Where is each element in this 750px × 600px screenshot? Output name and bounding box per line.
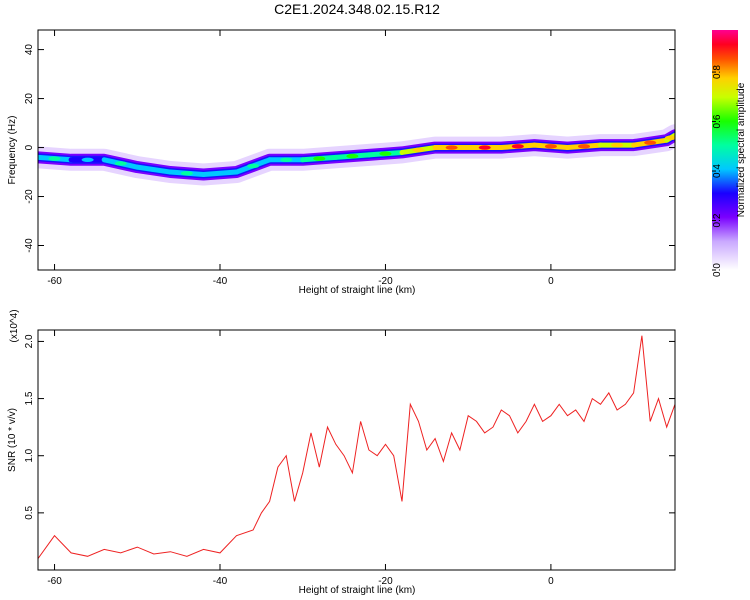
y-tick-label: -40 xyxy=(24,238,35,253)
x-tick-label: -20 xyxy=(378,576,393,587)
y-tick-label: 2.0 xyxy=(24,334,35,348)
spectrogram-y-ticks: 40 20 0 -20 -40 xyxy=(24,44,675,253)
ridge-peak xyxy=(578,144,590,149)
y-tick-label: 40 xyxy=(24,44,35,56)
colorbar-gradient xyxy=(712,30,738,270)
y-tick-label: -20 xyxy=(24,189,35,204)
colorbar-tick-label: 0.4 xyxy=(712,164,723,178)
x-tick-label: 0 xyxy=(548,576,554,587)
figure-title: C2E1.2024.348.02.15.R12 xyxy=(274,1,440,17)
ridge-peak xyxy=(247,163,260,169)
y-tick-label: 0 xyxy=(24,144,35,150)
ridge-peak xyxy=(511,144,524,149)
colorbar-tick-label: 0.6 xyxy=(712,114,723,128)
y-tick-label: 1.5 xyxy=(24,391,35,405)
colorbar-tick-label: 0.2 xyxy=(712,213,723,227)
snr-y-label: SNR (10 * v/v) xyxy=(7,408,18,472)
x-tick-label: -40 xyxy=(213,576,228,587)
ridge-peak xyxy=(412,147,425,153)
snr-x-label: Height of straight line (km) xyxy=(299,585,416,596)
x-tick-label: 0 xyxy=(548,276,554,287)
colorbar-tick-label: 0.0 xyxy=(712,263,723,277)
snr-frame xyxy=(37,329,676,571)
ridge-peak xyxy=(214,171,226,176)
x-tick-label: -20 xyxy=(378,276,393,287)
ridge-peak xyxy=(379,151,392,156)
snr-x-ticks: -60 -40 -20 0 xyxy=(47,330,554,587)
heatmap-layer xyxy=(38,124,675,186)
snr-series-line xyxy=(38,335,675,559)
colorbar-ticks: 0.0 0.2 0.4 0.6 0.8 xyxy=(712,65,723,277)
y-tick-label: 20 xyxy=(24,93,35,105)
spectrogram-frame xyxy=(37,29,676,271)
ridge-peak xyxy=(664,135,675,140)
colorbar-label: Normalized spectral amplitude xyxy=(736,82,747,217)
spectrogram-y-label: Frequency (Hz) xyxy=(7,116,18,185)
x-tick-label: -60 xyxy=(47,576,62,587)
ridge-peak xyxy=(147,167,160,172)
ridge-peak xyxy=(346,153,359,159)
spectrogram-x-label: Height of straight line (km) xyxy=(299,285,416,296)
snr-y-ticks: 0.5 1.0 1.5 2.0 xyxy=(24,334,675,520)
spectral-core xyxy=(38,132,675,177)
y-tick-label: 1.0 xyxy=(24,448,35,462)
colorbar-tick-label: 0.8 xyxy=(712,65,723,79)
ridge-peak xyxy=(644,140,657,145)
ridge-peak xyxy=(313,156,326,161)
y-tick-label: 0.5 xyxy=(24,505,35,519)
ridge-peak xyxy=(114,161,127,166)
ridge-peak xyxy=(280,157,293,162)
ridge-peak xyxy=(445,145,458,150)
snr-multiplier: (x10^4) xyxy=(9,309,20,342)
spectrogram-panel: -60 -40 -20 0 40 20 0 -20 -40 Height of straigh… xyxy=(7,29,676,296)
ridge-peak xyxy=(544,144,557,149)
ridge-peak xyxy=(48,156,61,161)
ridge-peak xyxy=(180,171,193,176)
spectrogram-x-ticks: -60 -40 -20 0 xyxy=(47,30,554,287)
x-tick-label: -40 xyxy=(213,276,228,287)
colorbar: 0.0 0.2 0.4 0.6 0.8 Normalized spectral ampl… xyxy=(712,30,747,277)
ridge-peak xyxy=(611,142,624,148)
ridge-peak xyxy=(81,157,94,162)
snr-panel: -60 -40 -20 0 0.5 1.0 1.5 2.0 Height of straig… xyxy=(7,309,676,596)
ridge-peak xyxy=(478,145,491,150)
x-tick-label: -60 xyxy=(47,276,62,287)
